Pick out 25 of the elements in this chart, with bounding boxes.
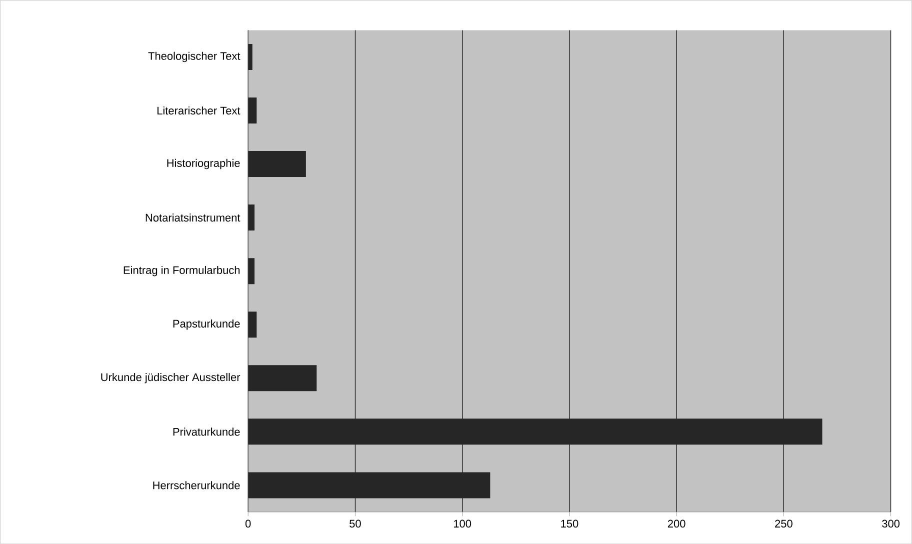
bar xyxy=(248,258,255,284)
bar xyxy=(248,472,490,498)
y-tick-label: Theologischer Text xyxy=(148,52,240,62)
y-tick-label: Papsturkunde xyxy=(173,319,240,330)
x-tick-label: 150 xyxy=(561,520,578,528)
y-tick-label: Urkunde jüdischer Aussteller xyxy=(101,372,240,384)
y-tick-label: Eintrag in Formularbuch xyxy=(124,266,240,276)
x-tick-label: 250 xyxy=(775,520,792,528)
x-tick-label: 200 xyxy=(668,520,686,528)
y-tick-label: Notariatsinstrument xyxy=(146,213,240,222)
bar xyxy=(248,418,822,445)
x-tick-label: 0 xyxy=(245,520,251,528)
bar xyxy=(248,150,306,177)
x-tick-label: 50 xyxy=(350,520,361,528)
x-tick-label: 100 xyxy=(454,520,472,528)
y-tick-label: Privaturkunde xyxy=(173,428,240,436)
bar xyxy=(248,97,257,124)
y-tick-label: Literarischer Text xyxy=(157,106,240,114)
bar xyxy=(248,365,317,392)
bar xyxy=(248,44,252,70)
y-tick-label: Herrscherurkunde xyxy=(153,481,240,490)
x-tick-label: 300 xyxy=(882,520,900,528)
bar xyxy=(248,204,255,230)
y-tick-label: Historiographie xyxy=(167,158,240,170)
bar xyxy=(248,312,257,338)
